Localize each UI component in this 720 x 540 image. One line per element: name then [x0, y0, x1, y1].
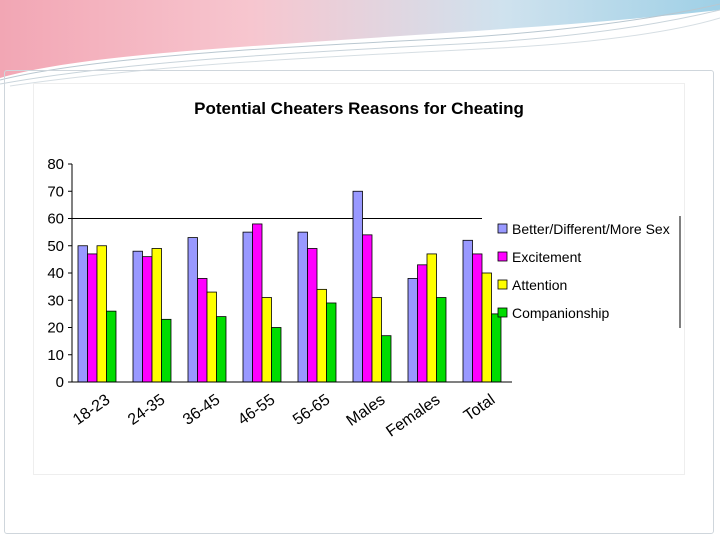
bar-excitement-46-55	[252, 223, 263, 383]
bar-companionship-females	[436, 297, 447, 383]
bar-attention-36-45	[206, 291, 217, 383]
bar-excitement-36-45	[197, 278, 208, 383]
x-category-label: Males	[344, 391, 389, 429]
bar-companionship-total	[491, 313, 502, 383]
x-category-label: Total	[461, 391, 498, 424]
bar-companionship-46-55	[271, 327, 282, 383]
bar-companionship-24-35	[161, 318, 172, 383]
bar-attention-males	[371, 297, 382, 383]
bar-better-different-more-sex-56-65	[297, 231, 308, 383]
bar-better-different-more-sex-females	[407, 278, 418, 383]
bar-excitement-males	[362, 234, 373, 383]
y-tick-label: 40	[47, 265, 64, 282]
bar-excitement-56-65	[307, 248, 318, 383]
y-tick-label: 20	[47, 320, 64, 337]
bar-excitement-24-35	[142, 256, 153, 383]
legend-label: Better/Different/More Sex	[512, 221, 670, 237]
x-category-label: 36-45	[180, 391, 223, 428]
bar-better-different-more-sex-24-35	[132, 250, 143, 383]
bar-attention-56-65	[316, 288, 327, 383]
y-tick-label: 30	[47, 292, 64, 309]
legend-swatch	[497, 279, 508, 290]
bar-better-different-more-sex-46-55	[242, 231, 253, 383]
bar-attention-18-23	[96, 245, 107, 383]
bar-attention-46-55	[261, 297, 272, 383]
legend-swatch	[497, 307, 508, 318]
bar-companionship-36-45	[216, 316, 227, 383]
y-tick-label: 70	[47, 183, 64, 200]
x-category-label: 56-65	[290, 391, 333, 428]
bar-attention-total	[481, 272, 492, 383]
bar-excitement-females	[417, 264, 428, 383]
bar-excitement-18-23	[87, 253, 98, 383]
legend-label: Companionship	[512, 305, 609, 321]
bar-better-different-more-sex-males	[352, 190, 363, 383]
bar-excitement-total	[472, 253, 483, 383]
bar-companionship-males	[381, 335, 392, 383]
x-category-label: Females	[383, 391, 443, 440]
y-tick-label: 80	[47, 156, 64, 173]
bar-attention-females	[426, 253, 437, 383]
x-category-label: 46-55	[235, 391, 278, 428]
bar-better-different-more-sex-18-23	[77, 245, 88, 383]
bar-better-different-more-sex-36-45	[187, 237, 198, 383]
bar-chart: Potential Cheaters Reasons for Cheating …	[47, 99, 681, 440]
legend-label: Attention	[512, 277, 567, 293]
x-category-label: 24-35	[125, 391, 168, 428]
legend-swatch	[497, 251, 508, 262]
legend-label: Excitement	[512, 249, 581, 265]
y-tick-label: 0	[56, 374, 64, 391]
bar-better-different-more-sex-total	[462, 239, 473, 383]
bar-companionship-18-23	[106, 310, 117, 383]
y-tick-label: 50	[47, 238, 64, 255]
slide-frame	[4, 70, 714, 534]
slide-header-decoration	[0, 0, 720, 87]
bar-companionship-56-65	[326, 302, 337, 383]
chart-title: Potential Cheaters Reasons for Cheating	[194, 99, 524, 118]
y-tick-label: 60	[47, 211, 64, 228]
x-category-label: 18-23	[70, 391, 113, 428]
chart-container: Potential Cheaters Reasons for Cheating …	[34, 84, 684, 474]
bar-attention-24-35	[151, 248, 162, 383]
y-tick-label: 10	[47, 347, 64, 364]
legend-swatch	[497, 223, 508, 234]
